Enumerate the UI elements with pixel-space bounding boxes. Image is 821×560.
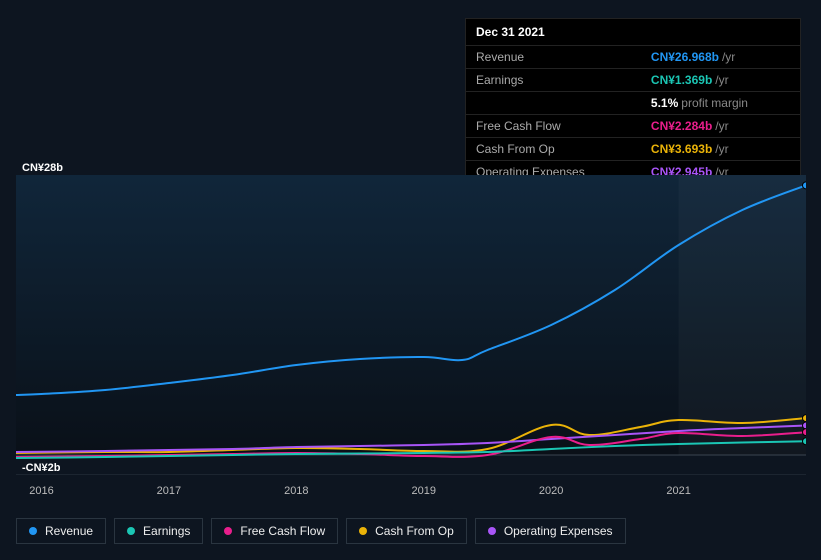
x-tick-label: 2016 <box>29 485 53 497</box>
legend-dot-icon <box>488 527 496 535</box>
legend-item[interactable]: Free Cash Flow <box>211 518 338 544</box>
legend-item[interactable]: Revenue <box>16 518 106 544</box>
tooltip-row-label: Free Cash Flow <box>466 115 641 138</box>
tooltip-row: RevenueCN¥26.968b/yr <box>466 46 800 69</box>
tooltip-row-value: CN¥3.693b/yr <box>641 138 800 161</box>
legend-dot-icon <box>224 527 232 535</box>
series-end-marker <box>803 422 807 429</box>
tooltip-date: Dec 31 2021 <box>466 19 800 45</box>
tooltip-table: RevenueCN¥26.968b/yrEarningsCN¥1.369b/yr… <box>466 45 800 183</box>
x-tick-label: 2017 <box>157 485 181 497</box>
y-tick-label: CN¥28b <box>22 162 63 174</box>
line-chart <box>16 175 806 475</box>
highlight-band <box>679 175 806 455</box>
tooltip-row: EarningsCN¥1.369b/yr <box>466 69 800 92</box>
tooltip-row-label <box>466 92 641 115</box>
x-tick-label: 2021 <box>666 485 690 497</box>
legend-label: Earnings <box>143 524 190 538</box>
tooltip-row: Free Cash FlowCN¥2.284b/yr <box>466 115 800 138</box>
legend-item[interactable]: Operating Expenses <box>475 518 626 544</box>
series-end-marker <box>803 415 807 422</box>
tooltip-row: 5.1%profit margin <box>466 92 800 115</box>
chart-tooltip: Dec 31 2021 RevenueCN¥26.968b/yrEarnings… <box>465 18 801 184</box>
series-end-marker <box>803 438 807 445</box>
tooltip-row-label: Earnings <box>466 69 641 92</box>
x-axis-labels: 2016 2017 2018 2019 2020 2021 <box>16 485 806 501</box>
series-end-marker <box>803 182 807 189</box>
legend-label: Revenue <box>45 524 93 538</box>
legend-dot-icon <box>359 527 367 535</box>
tooltip-row-label: Cash From Op <box>466 138 641 161</box>
chart-root: { "tooltip": { "date": "Dec 31 2021", "r… <box>0 0 821 560</box>
tooltip-row-value: 5.1%profit margin <box>641 92 800 115</box>
legend-item[interactable]: Earnings <box>114 518 203 544</box>
legend-dot-icon <box>29 527 37 535</box>
x-tick-label: 2019 <box>411 485 435 497</box>
tooltip-row-value: CN¥2.284b/yr <box>641 115 800 138</box>
tooltip-row-label: Revenue <box>466 46 641 69</box>
tooltip-row-value: CN¥26.968b/yr <box>641 46 800 69</box>
legend-label: Free Cash Flow <box>240 524 325 538</box>
tooltip-row: Cash From OpCN¥3.693b/yr <box>466 138 800 161</box>
tooltip-row-value: CN¥1.369b/yr <box>641 69 800 92</box>
series-end-marker <box>803 429 807 436</box>
legend-item[interactable]: Cash From Op <box>346 518 467 544</box>
legend-label: Operating Expenses <box>504 524 613 538</box>
x-tick-label: 2018 <box>284 485 308 497</box>
legend-dot-icon <box>127 527 135 535</box>
x-tick-label: 2020 <box>539 485 563 497</box>
legend-label: Cash From Op <box>375 524 454 538</box>
chart-legend: Revenue Earnings Free Cash Flow Cash From O… <box>16 518 626 544</box>
